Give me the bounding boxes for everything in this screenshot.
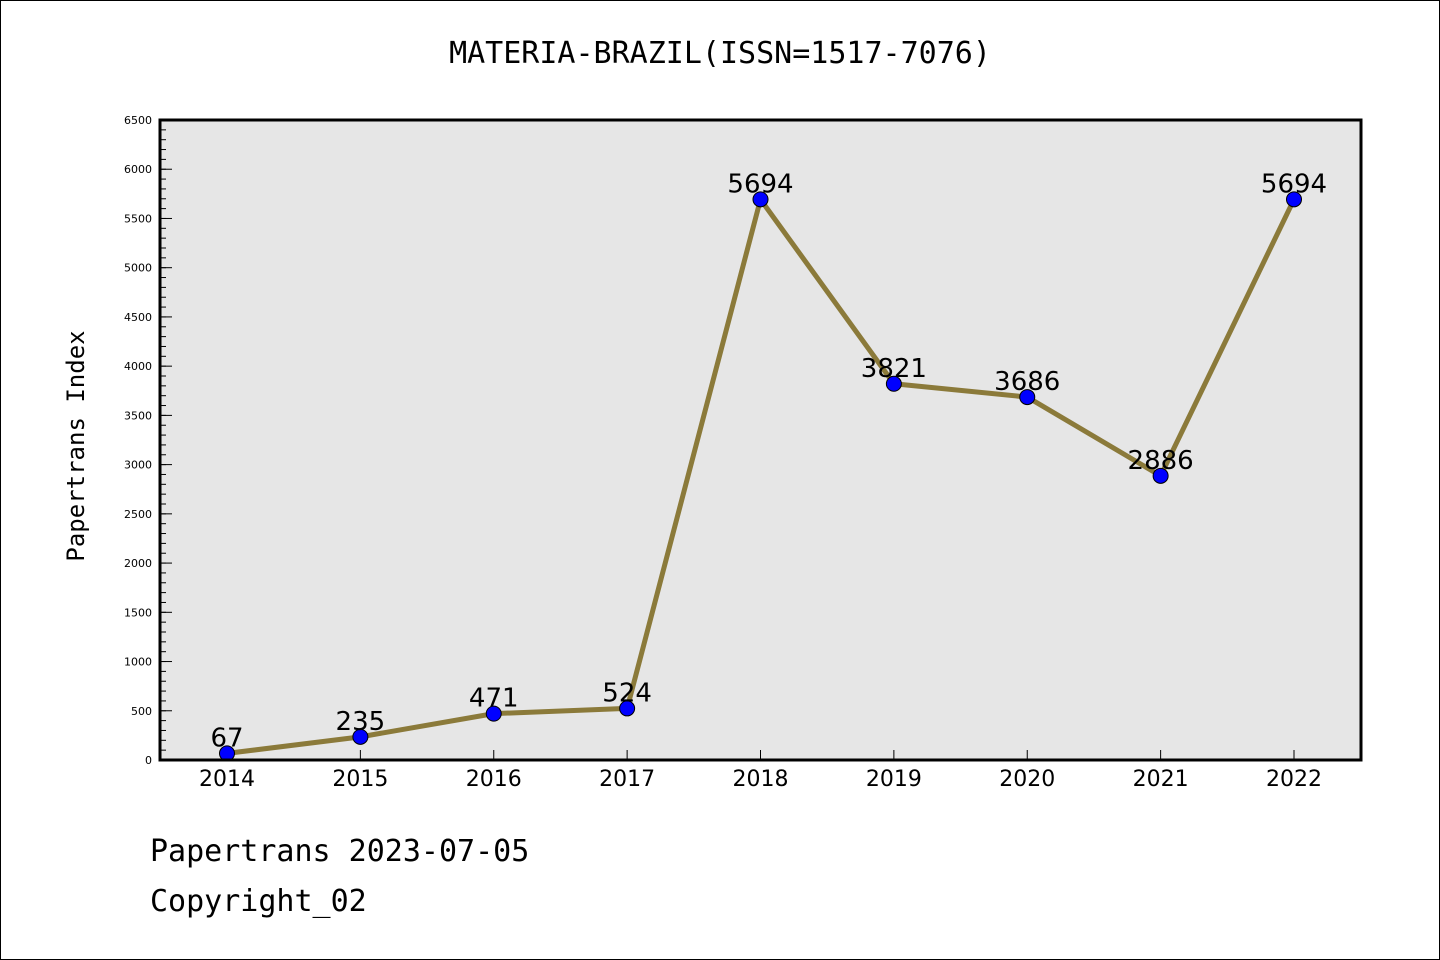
x-tick-label: 2021: [1133, 767, 1189, 792]
data-points: [219, 191, 1302, 762]
data-label: 2886: [1128, 446, 1194, 476]
y-tick-label: 2000: [124, 557, 152, 570]
data-point: [1152, 467, 1169, 484]
data-point: [619, 700, 636, 717]
chart-title: MATERIA-BRAZIL(ISSN=1517-7076): [449, 36, 991, 71]
data-labels: 67 235 471 524 5694 3821 3686 2886 5694: [210, 169, 1327, 753]
plot-area: [160, 120, 1361, 760]
data-label: 471: [469, 684, 519, 714]
copyright-text: Copyright_02: [150, 884, 367, 919]
data-label: 3821: [861, 354, 927, 384]
data-point: [752, 191, 769, 208]
data-point: [352, 728, 369, 745]
x-tick-label: 2016: [466, 767, 522, 792]
x-tick-label: 2014: [199, 767, 255, 792]
y-tick-label: 5500: [124, 212, 152, 225]
y-tick-label: 3000: [124, 459, 152, 472]
y-tick-label: 4500: [124, 311, 152, 324]
data-label: 524: [602, 678, 652, 708]
y-tick-label: 500: [131, 705, 152, 718]
y-tick-label: 6500: [124, 114, 152, 127]
data-point: [1286, 191, 1302, 208]
x-tick-label: 2019: [866, 767, 922, 792]
x-tick-label: 2020: [999, 767, 1055, 792]
data-point: [1019, 389, 1036, 406]
y-tick-label: 1000: [124, 656, 152, 669]
data-label: 5694: [727, 169, 793, 199]
y-tick-label: 0: [145, 754, 152, 767]
y-tick-label: 1500: [124, 606, 152, 619]
source-text: Papertrans 2023-07-05: [150, 834, 530, 869]
data-label: 3686: [994, 367, 1060, 397]
plot-border: [158, 118, 1363, 762]
data-point: [885, 375, 902, 392]
x-tick-label: 2017: [599, 767, 655, 792]
y-tick-label: 4000: [124, 360, 152, 373]
y-axis-ticks: 0 500 1000 1500 2000 2500 3000 3500 4000 4500 5000…: [124, 114, 172, 767]
y-tick-label: 6000: [124, 163, 152, 176]
data-label: 67: [210, 723, 243, 753]
data-point: [485, 705, 502, 722]
x-tick-label: 2018: [733, 767, 789, 792]
y-tick-label: 3500: [124, 409, 152, 422]
y-tick-label: 2500: [124, 508, 152, 521]
data-label: 5694: [1261, 169, 1327, 199]
x-tick-label: 2015: [332, 767, 388, 792]
data-label: 235: [336, 707, 386, 737]
y-tick-label: 5000: [124, 262, 152, 275]
x-axis-ticks: 2014 2015 2016 2017 2018 2019 2020 2021 2022: [199, 750, 1322, 792]
x-tick-label: 2022: [1266, 767, 1322, 792]
